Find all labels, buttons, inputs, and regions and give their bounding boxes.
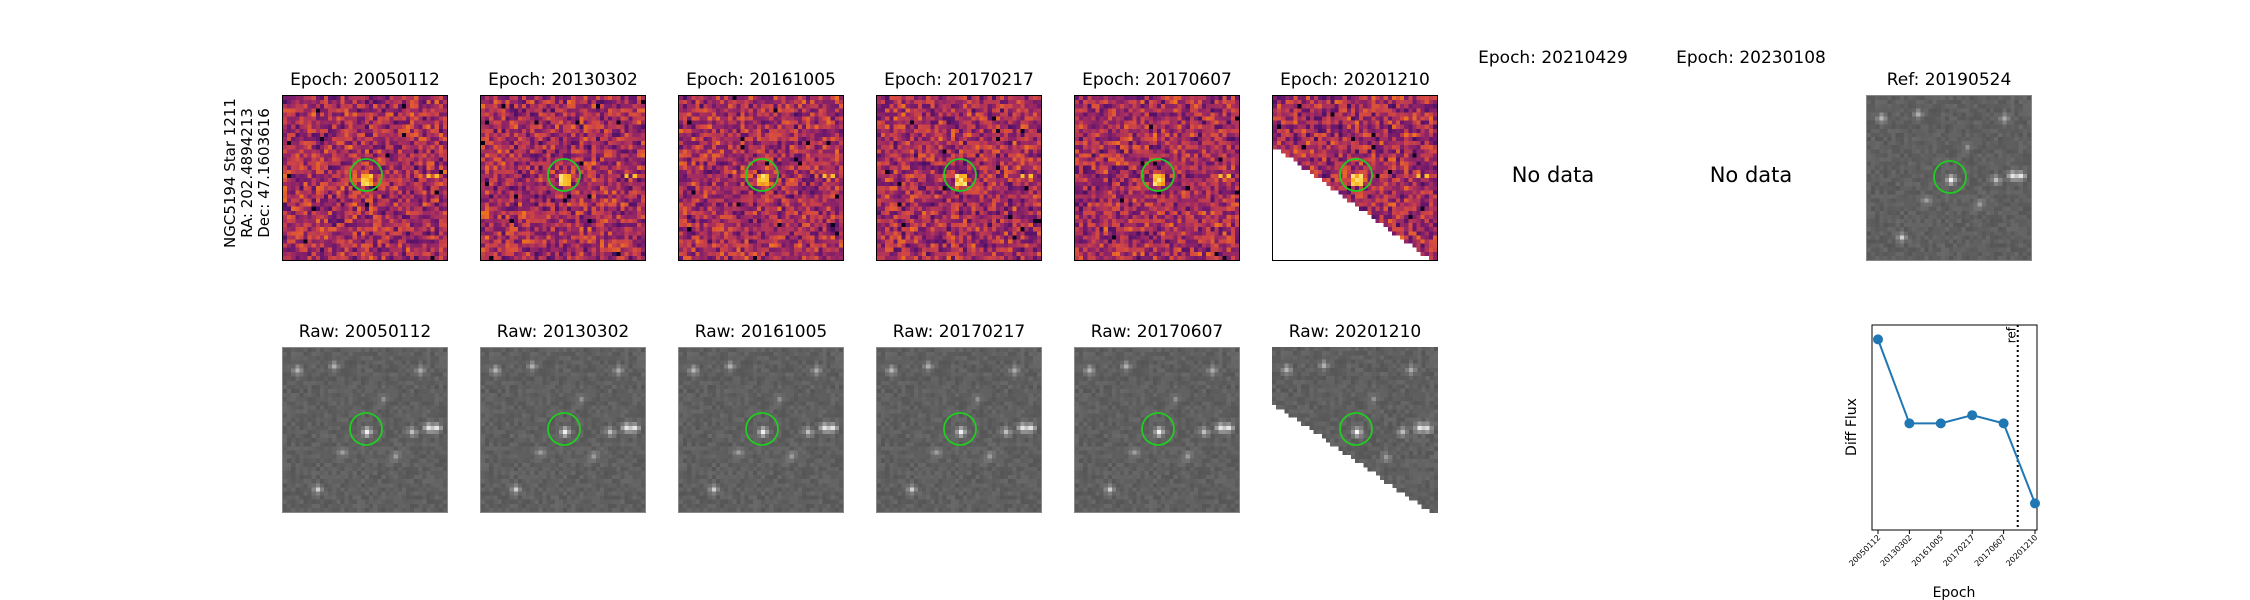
raw-image-panel-1 bbox=[282, 347, 448, 513]
diff-image-panel-4 bbox=[876, 95, 1042, 261]
chart-xlabel: Epoch bbox=[1933, 585, 1976, 600]
series-line bbox=[1878, 339, 2035, 503]
ref-title: Ref: 20190524 bbox=[1866, 70, 2032, 90]
diff-image-panel-2 bbox=[480, 95, 646, 261]
raw-image-panel-3 bbox=[678, 347, 844, 513]
ref-marker-label: ref bbox=[2005, 326, 2019, 343]
raw-title-3: Raw: 20161005 bbox=[678, 322, 844, 342]
x-tick-label-20170217: 20170217 bbox=[1941, 533, 1976, 568]
raw-image-panel-2 bbox=[480, 347, 646, 513]
raw-image-panel-5 bbox=[1074, 347, 1240, 513]
x-tick-label-20130302: 20130302 bbox=[1879, 533, 1914, 568]
data-point-20050112 bbox=[1873, 334, 1883, 344]
x-tick-label-20201210: 20201210 bbox=[2004, 533, 2039, 568]
diff-title-8: Epoch: 20230108 bbox=[1668, 48, 1834, 68]
x-tick-label-20161005: 20161005 bbox=[1910, 533, 1945, 568]
raw-title-6: Raw: 20201210 bbox=[1272, 322, 1438, 342]
diff-title-7: Epoch: 20210429 bbox=[1470, 48, 1636, 68]
star-ra: RA: 202.4894213 bbox=[239, 98, 256, 248]
raw-image-panel-6 bbox=[1272, 347, 1438, 513]
diff-title-1: Epoch: 20050112 bbox=[282, 70, 448, 90]
star-name: NGC5194 Star 1211 bbox=[222, 98, 239, 248]
raw-image-panel-4 bbox=[876, 347, 1042, 513]
diff-title-3: Epoch: 20161005 bbox=[678, 70, 844, 90]
diff-title-6: Epoch: 20201210 bbox=[1272, 70, 1438, 90]
raw-title-4: Raw: 20170217 bbox=[876, 322, 1042, 342]
no-data-label-2: No data bbox=[1651, 163, 1851, 187]
star-dec: Dec: 47.1603616 bbox=[256, 98, 273, 248]
raw-title-2: Raw: 20130302 bbox=[480, 322, 646, 342]
diff-image-panel-3 bbox=[678, 95, 844, 261]
star-info-label: NGC5194 Star 1211 RA: 202.4894213 Dec: 4… bbox=[222, 98, 273, 248]
diff-image-panel-6 bbox=[1272, 95, 1438, 261]
diff-title-5: Epoch: 20170607 bbox=[1074, 70, 1240, 90]
no-data-label-1: No data bbox=[1453, 163, 1653, 187]
data-point-20170607 bbox=[1999, 418, 2009, 428]
ref-image-panel bbox=[1866, 95, 2032, 261]
data-point-20201210 bbox=[2030, 498, 2040, 508]
x-tick-label-20170607: 20170607 bbox=[1973, 533, 2008, 568]
data-point-20170217 bbox=[1967, 410, 1977, 420]
data-point-20130302 bbox=[1904, 418, 1914, 428]
x-tick-label-20050112: 20050112 bbox=[1847, 533, 1882, 568]
diff-image-panel-1 bbox=[282, 95, 448, 261]
light-curve-chart: Diff Flux Epoch ref 20050112201303022016… bbox=[1830, 310, 2050, 600]
chart-axes-frame bbox=[1872, 325, 2037, 530]
diff-title-4: Epoch: 20170217 bbox=[876, 70, 1042, 90]
diff-title-2: Epoch: 20130302 bbox=[480, 70, 646, 90]
raw-title-5: Raw: 20170607 bbox=[1074, 322, 1240, 342]
chart-ylabel: Diff Flux bbox=[1844, 398, 1860, 456]
diff-image-panel-5 bbox=[1074, 95, 1240, 261]
raw-title-1: Raw: 20050112 bbox=[282, 322, 448, 342]
data-point-20161005 bbox=[1936, 418, 1946, 428]
